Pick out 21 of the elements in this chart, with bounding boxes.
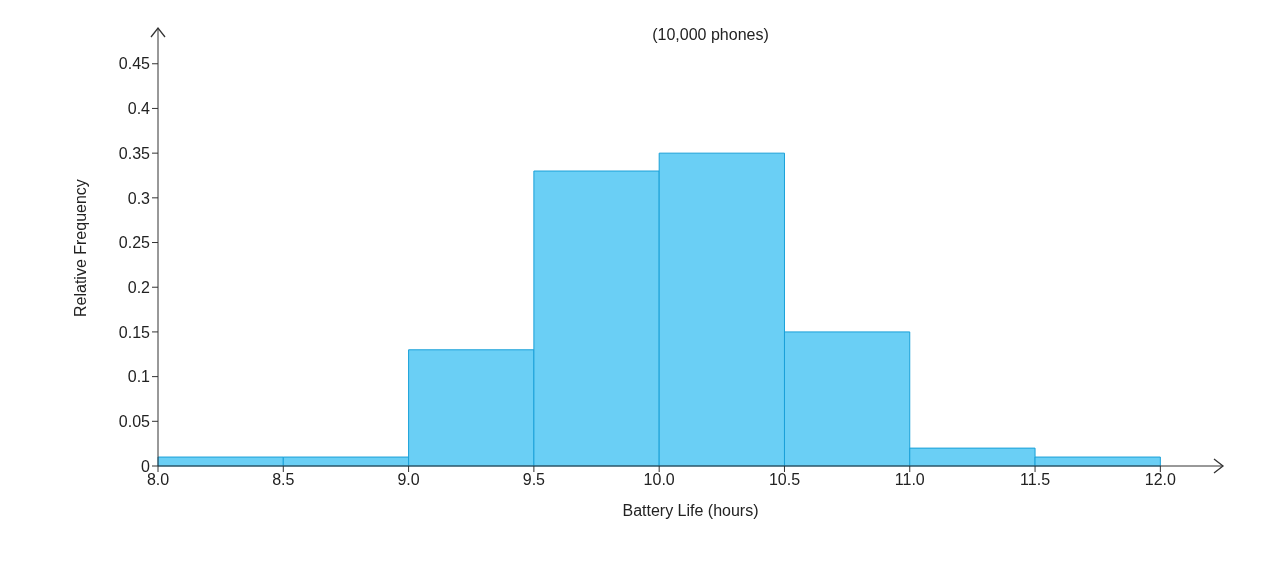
x-tick-label: 11.5: [1020, 471, 1051, 489]
y-tick-label: 0.2: [127, 278, 151, 296]
chart-title: (10,000 phones): [652, 26, 769, 43]
x-tick-label: 9.0: [397, 471, 420, 489]
x-tick-label: 11.0: [894, 471, 925, 489]
y-tick-label: 0.15: [118, 323, 151, 341]
x-tick-label: 8.5: [272, 471, 295, 489]
x-tick-label: 10.5: [768, 471, 801, 489]
y-tick-label: 0.4: [127, 100, 151, 118]
x-tick-label: 8.0: [146, 471, 170, 489]
y-tick-label: 0.1: [127, 368, 151, 386]
x-axis-title: Battery Life (hours): [622, 502, 759, 519]
y-tick-label: 0.25: [118, 234, 151, 252]
y-axis-title: Relative Frequency: [71, 179, 89, 317]
x-tick-label: 9.5: [522, 471, 546, 489]
y-tick-label: 0.3: [127, 189, 151, 207]
y-tick-label: 0.35: [118, 144, 151, 162]
y-tick-label: 0.45: [118, 55, 151, 73]
x-tick-label: 12.0: [1144, 471, 1177, 489]
y-tick-label: 0.05: [118, 412, 151, 430]
x-tick-label: 10.0: [643, 471, 675, 489]
